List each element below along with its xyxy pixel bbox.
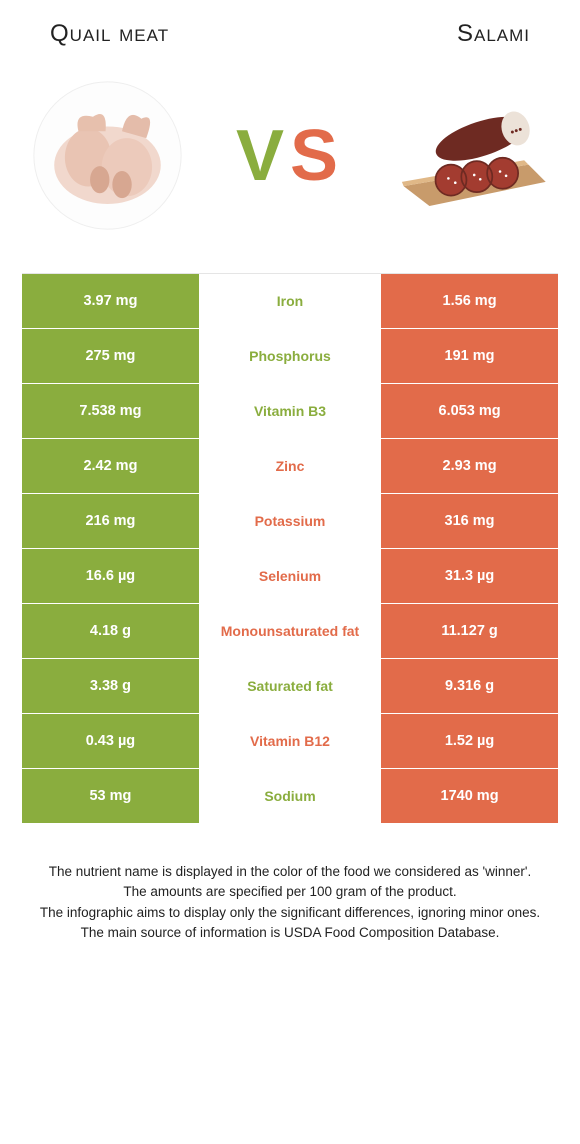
value-left: 53 mg	[22, 769, 199, 823]
value-left: 275 mg	[22, 329, 199, 383]
footer-line-3: The infographic aims to display only the…	[28, 903, 552, 923]
title-right: Salami	[457, 20, 530, 48]
footer-notes: The nutrient name is displayed in the co…	[0, 824, 580, 943]
table-row: 3.38 gSaturated fat9.316 g	[22, 659, 558, 714]
nutrient-label: Saturated fat	[199, 659, 381, 713]
table-row: 7.538 mgVitamin B36.053 mg	[22, 384, 558, 439]
value-left: 216 mg	[22, 494, 199, 548]
footer-line-1: The nutrient name is displayed in the co…	[28, 862, 552, 882]
value-right: 6.053 mg	[381, 384, 558, 438]
table-row: 216 mgPotassium316 mg	[22, 494, 558, 549]
value-right: 316 mg	[381, 494, 558, 548]
value-left: 16.6 µg	[22, 549, 199, 603]
nutrient-label: Sodium	[199, 769, 381, 823]
value-right: 1740 mg	[381, 769, 558, 823]
comparison-table: 3.97 mgIron1.56 mg275 mgPhosphorus191 mg…	[22, 273, 558, 824]
value-right: 1.52 µg	[381, 714, 558, 768]
footer-line-4: The main source of information is USDA F…	[28, 923, 552, 943]
footer-line-2: The amounts are specified per 100 gram o…	[28, 882, 552, 902]
value-right: 1.56 mg	[381, 274, 558, 328]
table-row: 4.18 gMonounsaturated fat11.127 g	[22, 604, 558, 659]
value-left: 3.38 g	[22, 659, 199, 713]
nutrient-label: Iron	[199, 274, 381, 328]
nutrient-label: Vitamin B3	[199, 384, 381, 438]
value-right: 191 mg	[381, 329, 558, 383]
table-row: 2.42 mgZinc2.93 mg	[22, 439, 558, 494]
nutrient-label: Selenium	[199, 549, 381, 603]
food-image-left	[30, 78, 185, 233]
nutrient-label: Phosphorus	[199, 329, 381, 383]
value-right: 2.93 mg	[381, 439, 558, 493]
table-row: 275 mgPhosphorus191 mg	[22, 329, 558, 384]
value-left: 0.43 µg	[22, 714, 199, 768]
table-row: 3.97 mgIron1.56 mg	[22, 274, 558, 329]
table-row: 0.43 µgVitamin B121.52 µg	[22, 714, 558, 769]
value-left: 2.42 mg	[22, 439, 199, 493]
value-right: 11.127 g	[381, 604, 558, 658]
nutrient-label: Monounsaturated fat	[199, 604, 381, 658]
table-row: 16.6 µgSelenium31.3 µg	[22, 549, 558, 604]
value-right: 31.3 µg	[381, 549, 558, 603]
table-row: 53 mgSodium1740 mg	[22, 769, 558, 824]
nutrient-label: Vitamin B12	[199, 714, 381, 768]
title-left: Quail meat	[50, 20, 169, 48]
vs-letter-s: S	[290, 115, 344, 197]
food-image-right: ●●●	[395, 78, 550, 233]
nutrient-label: Potassium	[199, 494, 381, 548]
value-left: 7.538 mg	[22, 384, 199, 438]
vs-label: V S	[236, 115, 344, 197]
value-left: 4.18 g	[22, 604, 199, 658]
value-right: 9.316 g	[381, 659, 558, 713]
vs-row: V S ●●●	[0, 58, 580, 273]
value-left: 3.97 mg	[22, 274, 199, 328]
title-row: Quail meat Salami	[0, 0, 580, 58]
nutrient-label: Zinc	[199, 439, 381, 493]
vs-letter-v: V	[236, 115, 290, 197]
